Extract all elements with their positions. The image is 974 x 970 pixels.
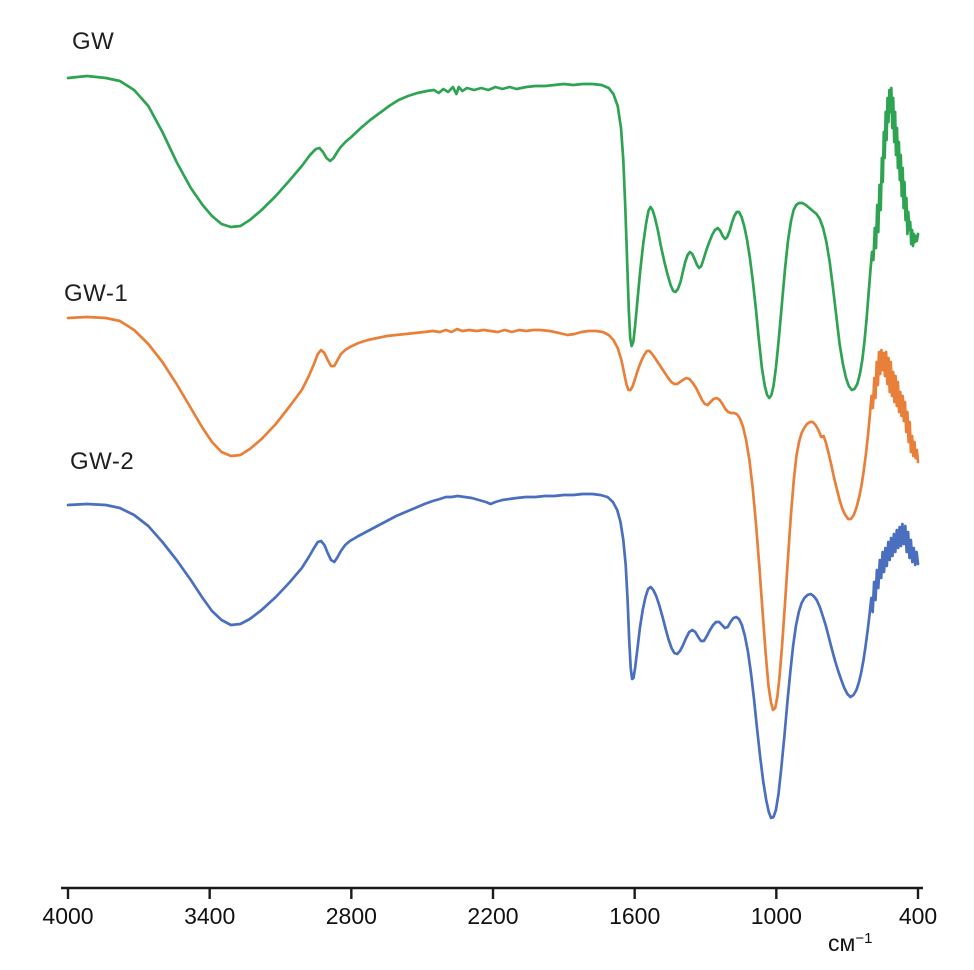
series-label-gw-2: GW-2	[70, 448, 135, 475]
x-axis-tick-label-3400: 3400	[184, 903, 235, 929]
x-axis-unit-base: см	[828, 930, 856, 956]
x-axis-tick-label-2800: 2800	[326, 903, 377, 929]
x-axis-unit-exponent: −1	[855, 930, 873, 947]
series-label-gw-1: GW-1	[64, 280, 129, 307]
spectrum-trace-gw	[66, 74, 920, 400]
x-axis-tick-label-2200: 2200	[467, 903, 518, 929]
x-axis-tick-label-400: 400	[899, 903, 937, 929]
spectrum-trace-gw-1	[66, 315, 920, 712]
x-axis-tick-label-1000: 1000	[751, 903, 802, 929]
x-axis-unit-label: см−1	[828, 930, 872, 957]
x-axis-tick-label-4000: 4000	[42, 903, 93, 929]
spectrum-trace-gw-2	[66, 492, 920, 820]
series-label-gw: GW	[72, 28, 115, 55]
x-axis-tick-label-1600: 1600	[609, 903, 660, 929]
